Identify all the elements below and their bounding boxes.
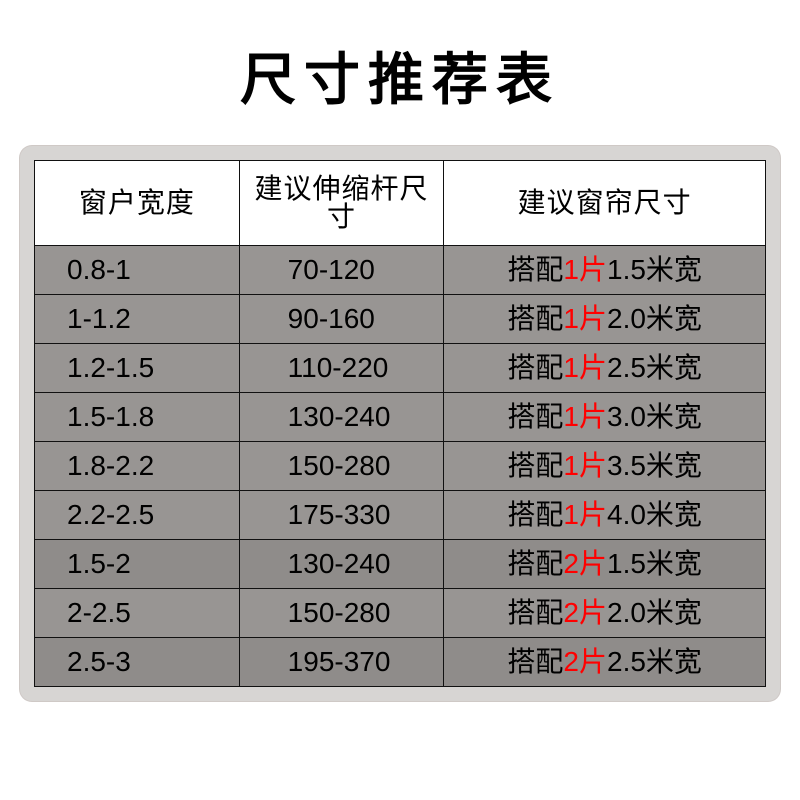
cell-rod-size: 175-330	[239, 491, 444, 540]
cell-window-width: 1.2-1.5	[35, 344, 240, 393]
highlight-qty: 2片	[563, 548, 607, 579]
highlight-qty: 1片	[563, 352, 607, 383]
cell-window-width: 2.5-3	[35, 638, 240, 687]
page-title: 尺寸推荐表	[0, 0, 800, 146]
highlight-qty: 1片	[563, 401, 607, 432]
col-header-curtain: 建议窗帘尺寸	[444, 161, 766, 246]
highlight-qty: 1片	[563, 254, 607, 285]
cell-rod-size: 90-160	[239, 295, 444, 344]
table-row: 0.8-170-120搭配1片1.5米宽	[35, 246, 766, 295]
table-row: 1.8-2.2150-280搭配1片3.5米宽	[35, 442, 766, 491]
cell-rod-size: 150-280	[239, 589, 444, 638]
table-row: 2.2-2.5175-330搭配1片4.0米宽	[35, 491, 766, 540]
cell-curtain-size: 搭配2片2.0米宽	[444, 589, 766, 638]
cell-window-width: 1.5-2	[35, 540, 240, 589]
table-header-row: 窗户宽度 建议伸缩杆尺寸 建议窗帘尺寸	[35, 161, 766, 246]
table-row: 2.5-3195-370搭配2片2.5米宽	[35, 638, 766, 687]
cell-window-width: 1.8-2.2	[35, 442, 240, 491]
cell-curtain-size: 搭配1片3.0米宽	[444, 393, 766, 442]
cell-curtain-size: 搭配1片4.0米宽	[444, 491, 766, 540]
table-row: 1.5-2130-240搭配2片1.5米宽	[35, 540, 766, 589]
cell-curtain-size: 搭配1片1.5米宽	[444, 246, 766, 295]
cell-rod-size: 130-240	[239, 540, 444, 589]
cell-rod-size: 195-370	[239, 638, 444, 687]
col-header-rod: 建议伸缩杆尺寸	[239, 161, 444, 246]
cell-rod-size: 130-240	[239, 393, 444, 442]
cell-curtain-size: 搭配2片1.5米宽	[444, 540, 766, 589]
cell-curtain-size: 搭配2片2.5米宽	[444, 638, 766, 687]
cell-window-width: 2.2-2.5	[35, 491, 240, 540]
size-table-container: 窗户宽度 建议伸缩杆尺寸 建议窗帘尺寸 0.8-170-120搭配1片1.5米宽…	[20, 146, 780, 701]
col-header-window: 窗户宽度	[35, 161, 240, 246]
cell-window-width: 0.8-1	[35, 246, 240, 295]
cell-window-width: 2-2.5	[35, 589, 240, 638]
table-row: 1.5-1.8130-240搭配1片3.0米宽	[35, 393, 766, 442]
cell-rod-size: 110-220	[239, 344, 444, 393]
cell-curtain-size: 搭配1片3.5米宽	[444, 442, 766, 491]
highlight-qty: 2片	[563, 597, 607, 628]
table-row: 1-1.290-160搭配1片2.0米宽	[35, 295, 766, 344]
highlight-qty: 1片	[563, 499, 607, 530]
cell-window-width: 1-1.2	[35, 295, 240, 344]
cell-window-width: 1.5-1.8	[35, 393, 240, 442]
cell-rod-size: 150-280	[239, 442, 444, 491]
table-row: 1.2-1.5110-220搭配1片2.5米宽	[35, 344, 766, 393]
cell-curtain-size: 搭配1片2.5米宽	[444, 344, 766, 393]
highlight-qty: 1片	[563, 450, 607, 481]
cell-rod-size: 70-120	[239, 246, 444, 295]
cell-curtain-size: 搭配1片2.0米宽	[444, 295, 766, 344]
highlight-qty: 1片	[563, 303, 607, 334]
highlight-qty: 2片	[563, 646, 607, 677]
size-table: 窗户宽度 建议伸缩杆尺寸 建议窗帘尺寸 0.8-170-120搭配1片1.5米宽…	[34, 160, 766, 687]
table-row: 2-2.5150-280搭配2片2.0米宽	[35, 589, 766, 638]
